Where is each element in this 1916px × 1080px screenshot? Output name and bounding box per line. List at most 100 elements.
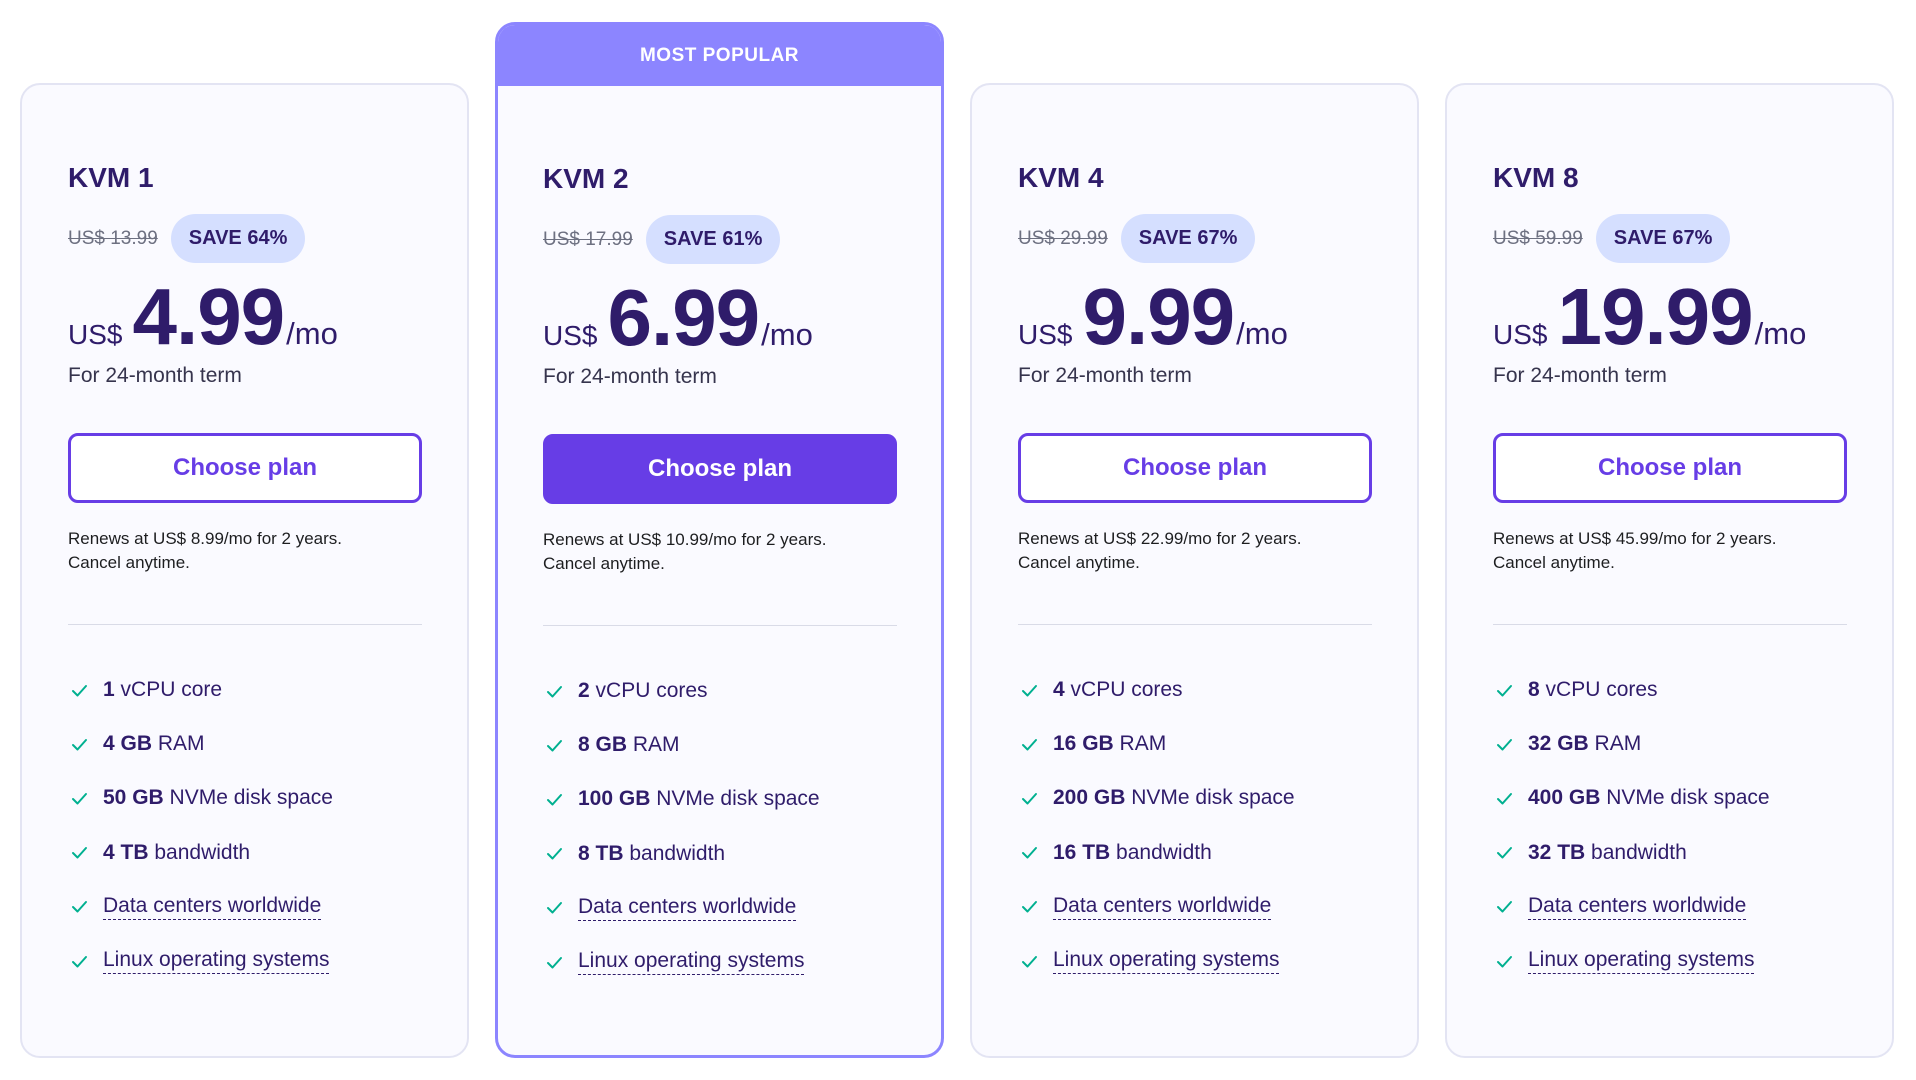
divider xyxy=(543,625,897,626)
feature-label[interactable]: Linux operating systems xyxy=(1528,948,1755,975)
feature-text: 8 vCPU cores xyxy=(1528,678,1658,702)
feature-text: 50 GB NVMe disk space xyxy=(103,786,333,810)
feature-label: vCPU core xyxy=(120,678,223,702)
original-price: US$ 59.99 xyxy=(1493,227,1583,249)
feature-list: 2 vCPU cores 8 GB RAM 100 GB NVMe disk s… xyxy=(543,664,897,989)
price-amount: 4.99 xyxy=(132,272,285,361)
feature-label: vCPU cores xyxy=(595,679,708,703)
plan-name: KVM 4 xyxy=(1018,162,1104,193)
price-amount: 9.99 xyxy=(1082,272,1235,361)
feature-item-tooltip[interactable]: Data centers worldwide xyxy=(1018,880,1372,934)
feature-item: 4 vCPU cores xyxy=(1018,663,1372,717)
feature-text: 16 TB bandwidth xyxy=(1053,841,1212,865)
billing-term: For 24-month term xyxy=(543,365,717,388)
price-amount: 19.99 xyxy=(1557,272,1753,361)
feature-list: 8 vCPU cores 32 GB RAM 400 GB NVMe disk … xyxy=(1493,663,1847,988)
feature-value: 50 GB xyxy=(103,786,164,810)
feature-item: 32 GB RAM xyxy=(1493,717,1847,771)
feature-label: vCPU cores xyxy=(1545,678,1658,702)
divider xyxy=(1018,624,1372,625)
feature-text: 4 vCPU cores xyxy=(1053,678,1183,702)
discount-badge: SAVE 67% xyxy=(1595,214,1731,263)
feature-text: 200 GB NVMe disk space xyxy=(1053,786,1295,810)
feature-label[interactable]: Linux operating systems xyxy=(1053,948,1280,975)
feature-text: 100 GB NVMe disk space xyxy=(578,787,820,811)
plan-card-body: KVM 4 US$ 29.99 SAVE 67% US$ 9.99 /mo Fo… xyxy=(1018,85,1372,1045)
feature-label[interactable]: Linux operating systems xyxy=(103,948,330,975)
renewal-info: Renews at US$ 22.99/mo for 2 years. Canc… xyxy=(1018,527,1301,575)
check-icon xyxy=(72,901,87,913)
feature-item-tooltip[interactable]: Data centers worldwide xyxy=(1493,880,1847,934)
original-price: US$ 13.99 xyxy=(68,227,158,249)
price-currency: US$ xyxy=(68,319,123,350)
feature-label: NVMe disk space xyxy=(1131,786,1295,810)
feature-value: 4 xyxy=(1053,678,1065,702)
cancel-note: Cancel anytime. xyxy=(543,554,665,573)
feature-value: 4 TB xyxy=(103,840,149,864)
feature-label: vCPU cores xyxy=(1070,678,1183,702)
choose-plan-button[interactable]: Choose plan xyxy=(1018,433,1372,503)
cancel-note: Cancel anytime. xyxy=(68,553,190,572)
feature-label: bandwidth xyxy=(629,841,726,865)
feature-label[interactable]: Data centers worldwide xyxy=(1053,894,1272,920)
billing-term: For 24-month term xyxy=(1018,364,1192,387)
renewal-price-note: Renews at US$ 22.99/mo for 2 years. xyxy=(1018,529,1302,548)
discount-badge: SAVE 64% xyxy=(170,214,306,263)
discount-row: US$ 17.99 SAVE 61% xyxy=(543,215,781,264)
feature-label[interactable]: Linux operating systems xyxy=(578,949,805,976)
feature-item-tooltip[interactable]: Linux operating systems xyxy=(68,934,422,988)
check-icon xyxy=(1497,901,1512,913)
price: US$ 6.99 /mo xyxy=(543,278,813,358)
price-currency: US$ xyxy=(1493,319,1548,350)
feature-label: NVMe disk space xyxy=(169,786,333,810)
feature-item-tooltip[interactable]: Data centers worldwide xyxy=(68,880,422,934)
feature-value: 8 GB xyxy=(578,733,628,757)
feature-label[interactable]: Data centers worldwide xyxy=(578,895,797,921)
feature-item: 16 TB bandwidth xyxy=(1018,826,1372,880)
plan-card-body: KVM 8 US$ 59.99 SAVE 67% US$ 19.99 /mo F… xyxy=(1493,85,1847,1045)
feature-item-tooltip[interactable]: Linux operating systems xyxy=(1018,934,1372,988)
choose-plan-button[interactable]: Choose plan xyxy=(68,433,422,503)
discount-row: US$ 59.99 SAVE 67% xyxy=(1493,214,1731,263)
feature-item-tooltip[interactable]: Linux operating systems xyxy=(543,935,897,989)
price-period: /mo xyxy=(286,316,338,351)
feature-text: 32 TB bandwidth xyxy=(1528,841,1687,865)
divider xyxy=(68,624,422,625)
feature-text: 400 GB NVMe disk space xyxy=(1528,786,1770,810)
feature-label: NVMe disk space xyxy=(1606,786,1770,810)
plan-card-kvm-4: KVM 4 US$ 29.99 SAVE 67% US$ 9.99 /mo Fo… xyxy=(970,83,1419,1058)
feature-value: 32 TB xyxy=(1528,840,1586,864)
check-icon xyxy=(1497,684,1512,697)
plan-name: KVM 1 xyxy=(68,162,154,193)
check-icon xyxy=(1497,738,1512,751)
feature-value: 16 TB xyxy=(1053,840,1111,864)
price-amount: 6.99 xyxy=(607,273,760,362)
choose-plan-button[interactable]: Choose plan xyxy=(1493,433,1847,503)
plan-name: KVM 8 xyxy=(1493,162,1579,193)
renewal-price-note: Renews at US$ 10.99/mo for 2 years. xyxy=(543,530,827,549)
feature-list: 1 vCPU core 4 GB RAM 50 GB NVMe disk spa… xyxy=(68,663,422,988)
check-icon xyxy=(1022,955,1037,968)
check-icon xyxy=(547,685,562,698)
price-period: /mo xyxy=(1754,316,1807,351)
feature-label: RAM xyxy=(1119,732,1167,756)
feature-item-tooltip[interactable]: Linux operating systems xyxy=(1493,934,1847,988)
feature-item: 16 GB RAM xyxy=(1018,717,1372,771)
feature-value: 200 GB xyxy=(1053,786,1126,810)
cancel-note: Cancel anytime. xyxy=(1018,553,1140,572)
plan-card-body: KVM 1 US$ 13.99 SAVE 64% US$ 4.99 /mo Fo… xyxy=(68,85,422,1045)
plan-card-body: KVM 2 US$ 17.99 SAVE 61% US$ 6.99 /mo Fo… xyxy=(543,86,897,1046)
choose-plan-button[interactable]: Choose plan xyxy=(543,434,897,504)
check-icon xyxy=(1497,792,1512,805)
check-icon xyxy=(1497,955,1512,968)
check-icon xyxy=(72,738,87,751)
feature-item: 8 TB bandwidth xyxy=(543,827,897,881)
feature-label[interactable]: Data centers worldwide xyxy=(103,894,322,920)
feature-value: 32 GB xyxy=(1528,732,1589,756)
feature-label[interactable]: Data centers worldwide xyxy=(1528,894,1747,920)
feature-item-tooltip[interactable]: Data centers worldwide xyxy=(543,881,897,935)
feature-label: bandwidth xyxy=(1591,840,1687,864)
original-price: US$ 29.99 xyxy=(1018,227,1108,249)
feature-item: 32 TB bandwidth xyxy=(1493,826,1847,880)
feature-item: 2 vCPU cores xyxy=(543,664,897,718)
